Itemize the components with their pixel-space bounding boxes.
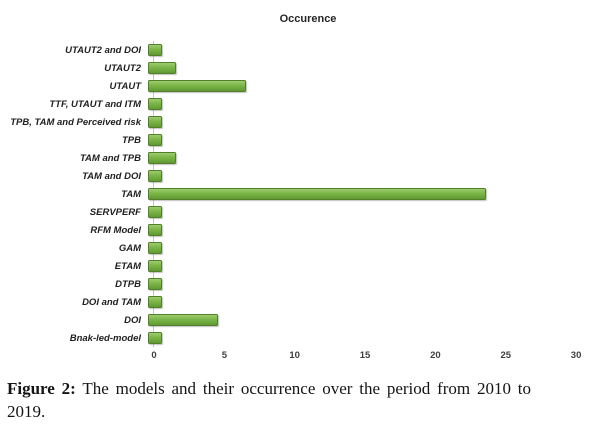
category-label: DTPB xyxy=(115,278,141,290)
caption-label: Figure 2: xyxy=(7,379,76,398)
x-tick-label: 10 xyxy=(289,350,300,361)
bar xyxy=(148,188,486,200)
plot-area: UTAUT2 and DOI UTAUT2 UTAUT TTF, UTAUT and … xyxy=(0,41,606,347)
bar-row: DTPB xyxy=(0,275,606,293)
bar xyxy=(148,242,163,254)
caption-text: The models and their occurrence over the… xyxy=(7,379,531,421)
bar xyxy=(148,224,163,236)
bar xyxy=(148,278,163,290)
bar-row: RFM Model xyxy=(0,221,606,239)
bar-row: SERVPERF xyxy=(0,203,606,221)
bar-row: TPB, TAM and Perceived risk xyxy=(0,113,606,131)
category-label: DOI and TAM xyxy=(82,296,141,308)
figure-caption: Figure 2: The models and their occurrenc… xyxy=(7,377,531,423)
bar xyxy=(148,260,163,272)
x-tick-label: 25 xyxy=(500,350,512,361)
bar xyxy=(148,314,219,326)
category-label: Bnak-led-model xyxy=(69,332,141,344)
category-label: TAM xyxy=(121,188,141,200)
x-tick-label: 20 xyxy=(430,350,441,361)
bar-row: ETAM xyxy=(0,257,606,275)
bar-row: UTAUT2 and DOI xyxy=(0,41,606,59)
x-tick-label: 15 xyxy=(359,350,371,361)
category-label: TPB xyxy=(122,134,141,146)
bar-row: UTAUT xyxy=(0,77,606,95)
bar xyxy=(148,152,177,164)
category-label: TAM and DOI xyxy=(82,170,141,182)
bar xyxy=(148,116,163,128)
bar xyxy=(148,206,163,218)
bar-row: DOI xyxy=(0,311,606,329)
bar-row: TAM xyxy=(0,185,606,203)
category-label: TPB, TAM and Perceived risk xyxy=(10,116,141,128)
bar-row: TAM and DOI xyxy=(0,167,606,185)
category-label: ETAM xyxy=(114,260,141,272)
bar xyxy=(148,170,163,182)
bar xyxy=(148,98,163,110)
bar-row: TPB xyxy=(0,131,606,149)
bar-row: TTF, UTAUT and ITM xyxy=(0,95,606,113)
bar xyxy=(148,332,163,344)
chart-title: Occurence xyxy=(279,13,337,25)
bar-row: Bnak-led-model xyxy=(0,329,606,347)
x-tick-label: 0 xyxy=(151,350,157,361)
bar-row: GAM xyxy=(0,239,606,257)
category-label: UTAUT xyxy=(109,80,141,92)
category-label: RFM Model xyxy=(90,224,141,236)
bar xyxy=(148,80,247,92)
bar xyxy=(148,296,163,308)
x-tick-label: 30 xyxy=(570,350,582,361)
category-label: UTAUT2 xyxy=(104,62,141,74)
category-label: TTF, UTAUT and ITM xyxy=(49,98,141,110)
bar xyxy=(148,44,163,56)
x-tick-label: 5 xyxy=(221,350,227,361)
bar xyxy=(148,134,163,146)
category-label: DOI xyxy=(124,314,141,326)
category-label: UTAUT2 and DOI xyxy=(65,44,141,56)
bar-row: UTAUT2 xyxy=(0,59,606,77)
bar-row: TAM and TPB xyxy=(0,149,606,167)
category-label: TAM and TPB xyxy=(79,152,141,164)
category-label: GAM xyxy=(118,242,141,254)
bar-row: DOI and TAM xyxy=(0,293,606,311)
bar xyxy=(148,62,177,74)
category-label: SERVPERF xyxy=(89,206,141,218)
